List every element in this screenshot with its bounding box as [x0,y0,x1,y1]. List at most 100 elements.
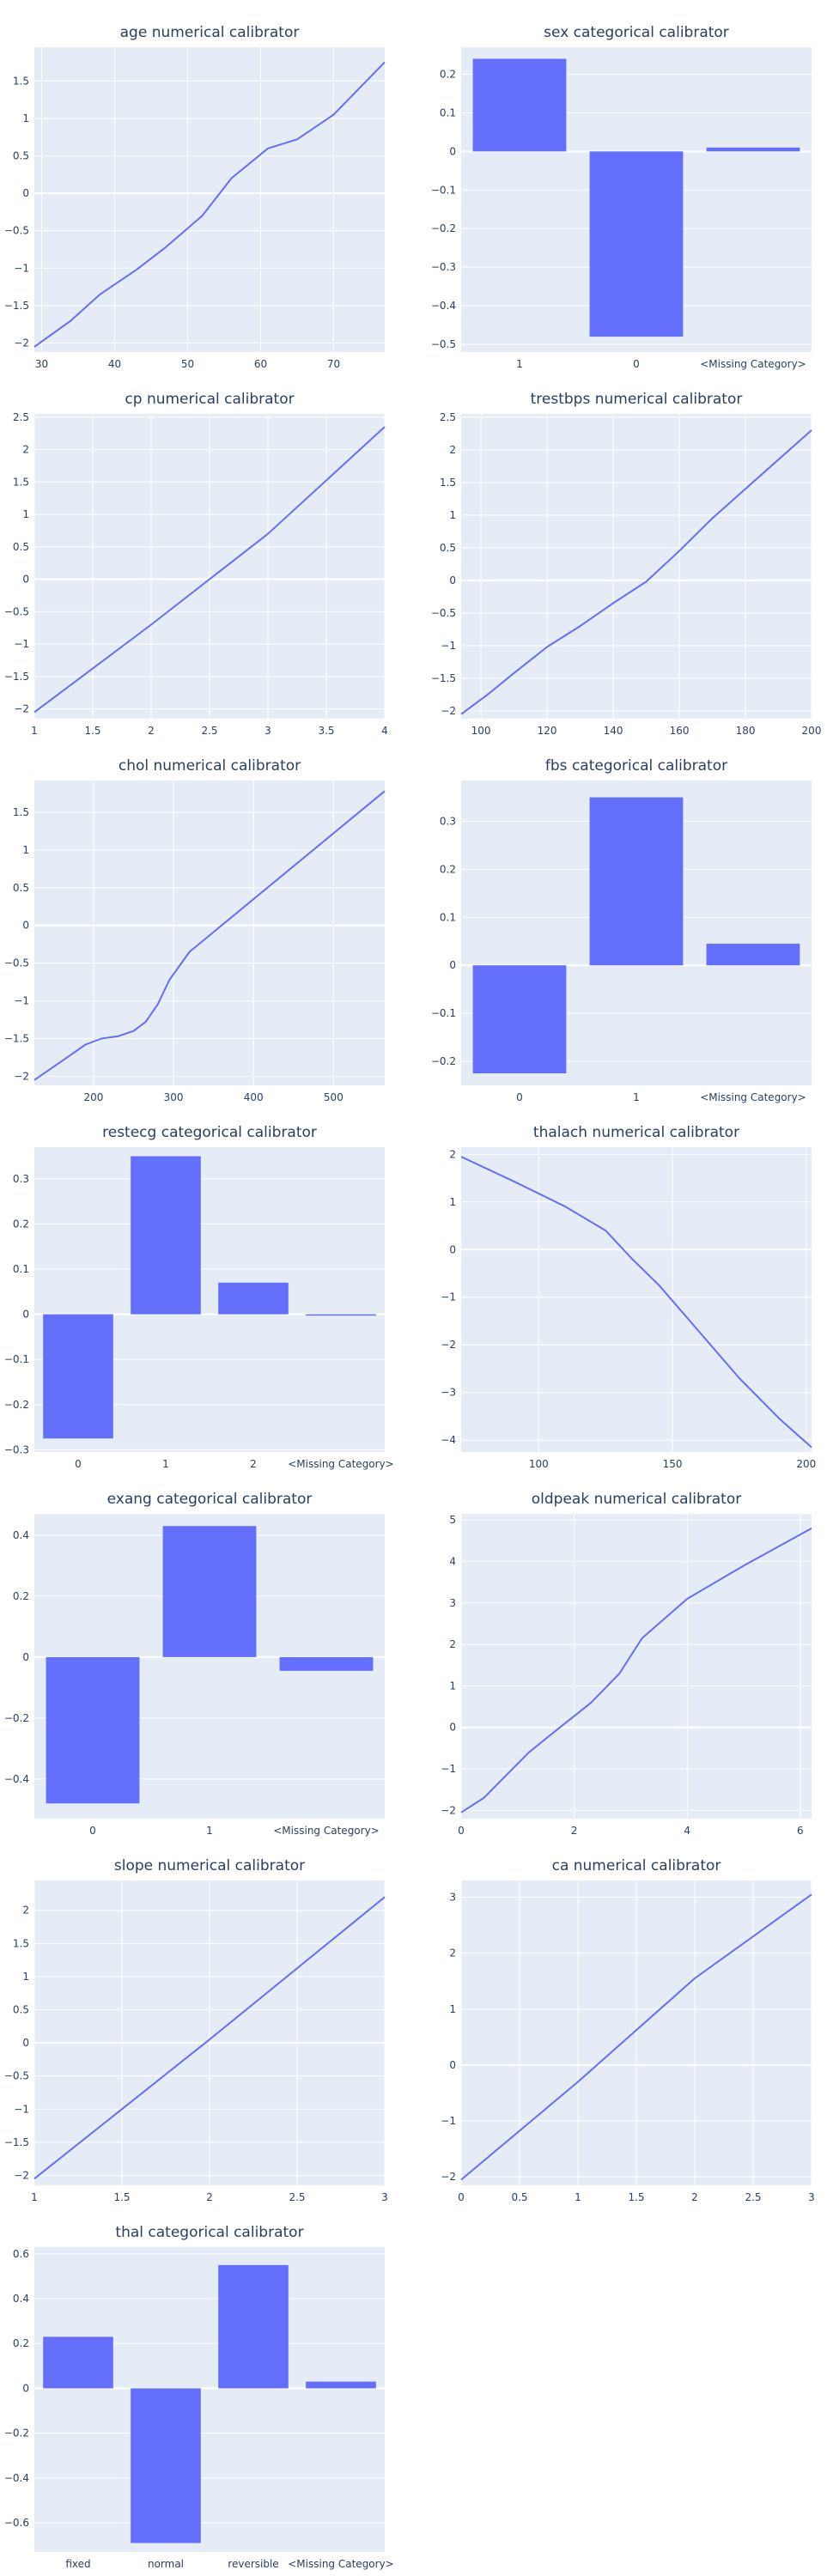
bar [306,2381,376,2389]
series-line [33,1896,386,2180]
x-tick-label: 2.5 [745,2191,761,2203]
y-tick-label: 0 [449,1722,456,1734]
y-tick-label: −0.5 [4,957,29,969]
y-tick-label: −0.5 [4,605,29,617]
x-tick-label: 1 [575,2191,581,2203]
chart-panel: ca numerical calibrator −2 −1 0 1 2 3 0 0.5 1 1.5 2… [441,1857,815,2203]
chart-panel: thalach numerical calibrator −4 −3 −2 −1 0 1 2 1… [441,1124,816,1470]
y-tick-label: 2.5 [13,411,29,423]
y-tick-label: 0.4 [13,2293,29,2305]
y-tick-label: −1.5 [4,1033,29,1045]
bar [306,1314,376,1316]
bar [589,797,684,966]
y-tick-label: 0 [22,187,29,199]
chart-title: sex categorical calibrator [544,24,729,41]
x-tick-label: 1 [31,2191,38,2203]
chart-title: trestbps numerical calibrator [531,391,743,408]
x-tick-label: 6 [797,1825,804,1837]
y-tick-label: 0 [22,2382,29,2394]
y-tick-label: 0 [449,574,456,586]
x-tick-label: 180 [736,725,756,737]
y-tick-label: −0.1 [4,1353,29,1365]
y-tick-label: 5 [449,1514,456,1526]
x-tick-label: normal [148,2558,184,2570]
y-tick-label: 0 [449,2059,456,2071]
x-tick-label: 3.5 [318,725,334,737]
x-tick-label: 60 [254,358,267,370]
y-tick-label: 0 [22,2037,29,2049]
x-tick-label: <Missing Category> [273,1825,380,1837]
y-tick-label: −0.6 [4,2517,29,2529]
x-tick-label: 0.5 [511,2191,527,2203]
plot-background [34,781,385,1085]
x-tick-label: 400 [244,1091,264,1103]
chart-title: thal categorical calibrator [115,2224,303,2241]
y-tick-label: −1.5 [431,672,456,684]
y-tick-label: −0.5 [431,607,456,619]
chart-panel: fbs categorical calibrator −0.2 −0.1 0 0.1 0.… [431,757,812,1103]
x-tick-label: 0 [75,1458,82,1470]
series-line [33,790,386,1081]
y-tick-label: 4 [449,1556,456,1568]
y-tick-label: −2 [14,2169,29,2181]
y-tick-label: 0.2 [440,863,456,875]
y-tick-label: 1.5 [13,1937,29,1949]
x-tick-label: fixed [65,2558,90,2570]
y-tick-label: −2 [14,1070,29,1082]
plot-background [461,1514,812,1819]
x-tick-label: 4 [381,725,388,737]
chart-title: restecg categorical calibrator [102,1124,317,1141]
bar [472,58,567,152]
y-tick-label: 0 [449,145,456,157]
chart-title: chol numerical calibrator [119,757,301,775]
y-tick-label: 0.3 [440,816,456,828]
y-tick-label: 1.5 [13,476,29,488]
chart-panel: thal categorical calibrator −0.6 −0.4 −0.2 0… [4,2224,394,2570]
bar [43,2336,113,2389]
bar [43,1314,113,1439]
y-tick-label: 1 [22,1971,29,1983]
x-tick-label: <Missing Category> [288,2558,394,2570]
y-tick-label: 0 [22,574,29,586]
y-tick-label: 3 [449,1892,456,1904]
y-tick-label: −0.4 [4,2472,29,2484]
y-tick-label: 2 [449,1947,456,1959]
y-tick-label: −0.2 [4,1399,29,1411]
x-tick-label: 160 [670,725,690,737]
x-tick-label: 120 [538,725,557,737]
chart-title: exang categorical calibrator [107,1491,313,1508]
y-tick-label: 0.6 [13,2248,29,2260]
bar [131,2388,201,2543]
y-tick-label: −1 [14,2103,29,2115]
chart-panel: restecg categorical calibrator −0.3 −0.2 −0… [4,1124,394,1470]
y-tick-label: 3 [449,1597,456,1609]
y-tick-label: −0.5 [431,338,456,350]
x-tick-label: 0 [89,1825,96,1837]
y-tick-label: −0.5 [4,2070,29,2082]
series-line [460,429,812,715]
y-tick-label: −1.5 [4,2136,29,2148]
x-tick-label: 2 [571,1825,578,1837]
bar [706,944,800,966]
x-tick-label: 30 [35,358,48,370]
y-tick-label: 0.2 [440,68,456,80]
x-tick-label: 2 [148,725,155,737]
x-tick-label: 0 [458,2191,465,2203]
y-tick-label: 0.5 [13,882,29,894]
y-tick-label: 0.5 [13,541,29,553]
y-tick-label: 0 [449,1243,456,1255]
x-tick-label: <Missing Category> [288,1458,394,1470]
y-tick-label: 1.5 [440,477,456,489]
y-tick-label: 0.2 [13,2337,29,2349]
y-tick-label: 1 [22,508,29,520]
x-tick-label: 40 [108,358,121,370]
y-tick-label: 1 [22,112,29,125]
y-tick-label: 0.5 [13,149,29,161]
y-tick-label: −2 [14,337,29,349]
y-tick-label: −1 [441,1763,456,1775]
y-tick-label: 0 [22,920,29,932]
y-tick-label: 0.2 [13,1218,29,1230]
y-tick-label: −2 [441,1339,456,1351]
